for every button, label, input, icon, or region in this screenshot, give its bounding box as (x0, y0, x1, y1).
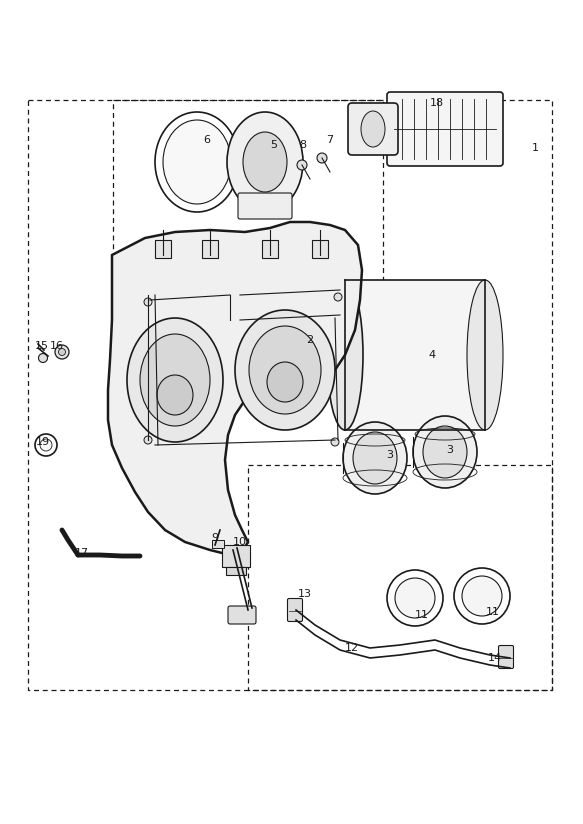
Bar (312, 240, 328, 258)
Text: 13: 13 (298, 589, 312, 599)
FancyBboxPatch shape (287, 598, 303, 621)
Circle shape (331, 438, 339, 446)
Circle shape (58, 349, 65, 355)
Bar (113, 100, 383, 285)
FancyBboxPatch shape (228, 606, 256, 624)
Ellipse shape (343, 422, 407, 494)
Text: 4: 4 (429, 350, 436, 360)
Circle shape (297, 160, 307, 170)
Ellipse shape (243, 132, 287, 192)
Ellipse shape (127, 318, 223, 442)
Text: 9: 9 (212, 533, 219, 543)
Text: 6: 6 (203, 135, 210, 145)
Text: 14: 14 (488, 653, 502, 663)
Ellipse shape (235, 310, 335, 430)
Text: 18: 18 (430, 98, 444, 108)
Text: 2: 2 (307, 335, 314, 345)
Ellipse shape (157, 375, 193, 415)
Circle shape (55, 345, 69, 359)
Text: 16: 16 (50, 341, 64, 351)
FancyBboxPatch shape (238, 193, 292, 219)
Ellipse shape (462, 576, 502, 616)
Ellipse shape (267, 362, 303, 402)
Bar (28, 100, 552, 690)
Circle shape (317, 153, 327, 163)
Bar (226, 567, 246, 575)
Ellipse shape (467, 280, 503, 430)
FancyBboxPatch shape (498, 645, 514, 668)
Text: 19: 19 (36, 437, 50, 447)
Bar (345, 280, 485, 430)
Bar (155, 240, 171, 258)
Bar (248, 465, 552, 690)
Ellipse shape (395, 578, 435, 618)
Ellipse shape (249, 326, 321, 414)
Bar (262, 240, 278, 258)
Text: 5: 5 (271, 140, 278, 150)
Ellipse shape (327, 280, 363, 430)
Text: 3: 3 (447, 445, 454, 455)
Text: 17: 17 (75, 548, 89, 558)
Ellipse shape (227, 112, 303, 212)
Ellipse shape (140, 334, 210, 426)
Ellipse shape (361, 111, 385, 147)
Text: 7: 7 (326, 135, 333, 145)
Text: 11: 11 (486, 607, 500, 617)
FancyBboxPatch shape (387, 92, 503, 166)
Ellipse shape (423, 426, 467, 478)
Circle shape (144, 436, 152, 444)
Text: 12: 12 (345, 643, 359, 653)
Circle shape (40, 439, 52, 451)
Bar (212, 540, 224, 548)
FancyBboxPatch shape (348, 103, 398, 155)
Ellipse shape (163, 120, 231, 204)
Polygon shape (108, 222, 362, 555)
Text: 11: 11 (415, 610, 429, 620)
Ellipse shape (353, 432, 397, 484)
Text: 8: 8 (300, 140, 307, 150)
Circle shape (144, 298, 152, 306)
Circle shape (38, 353, 47, 363)
Text: 10: 10 (233, 537, 247, 547)
Ellipse shape (413, 416, 477, 488)
Bar (222, 545, 250, 567)
Text: 15: 15 (35, 341, 49, 351)
Text: 1: 1 (532, 143, 539, 153)
Bar (202, 240, 218, 258)
Circle shape (334, 293, 342, 301)
Text: 3: 3 (387, 450, 394, 460)
